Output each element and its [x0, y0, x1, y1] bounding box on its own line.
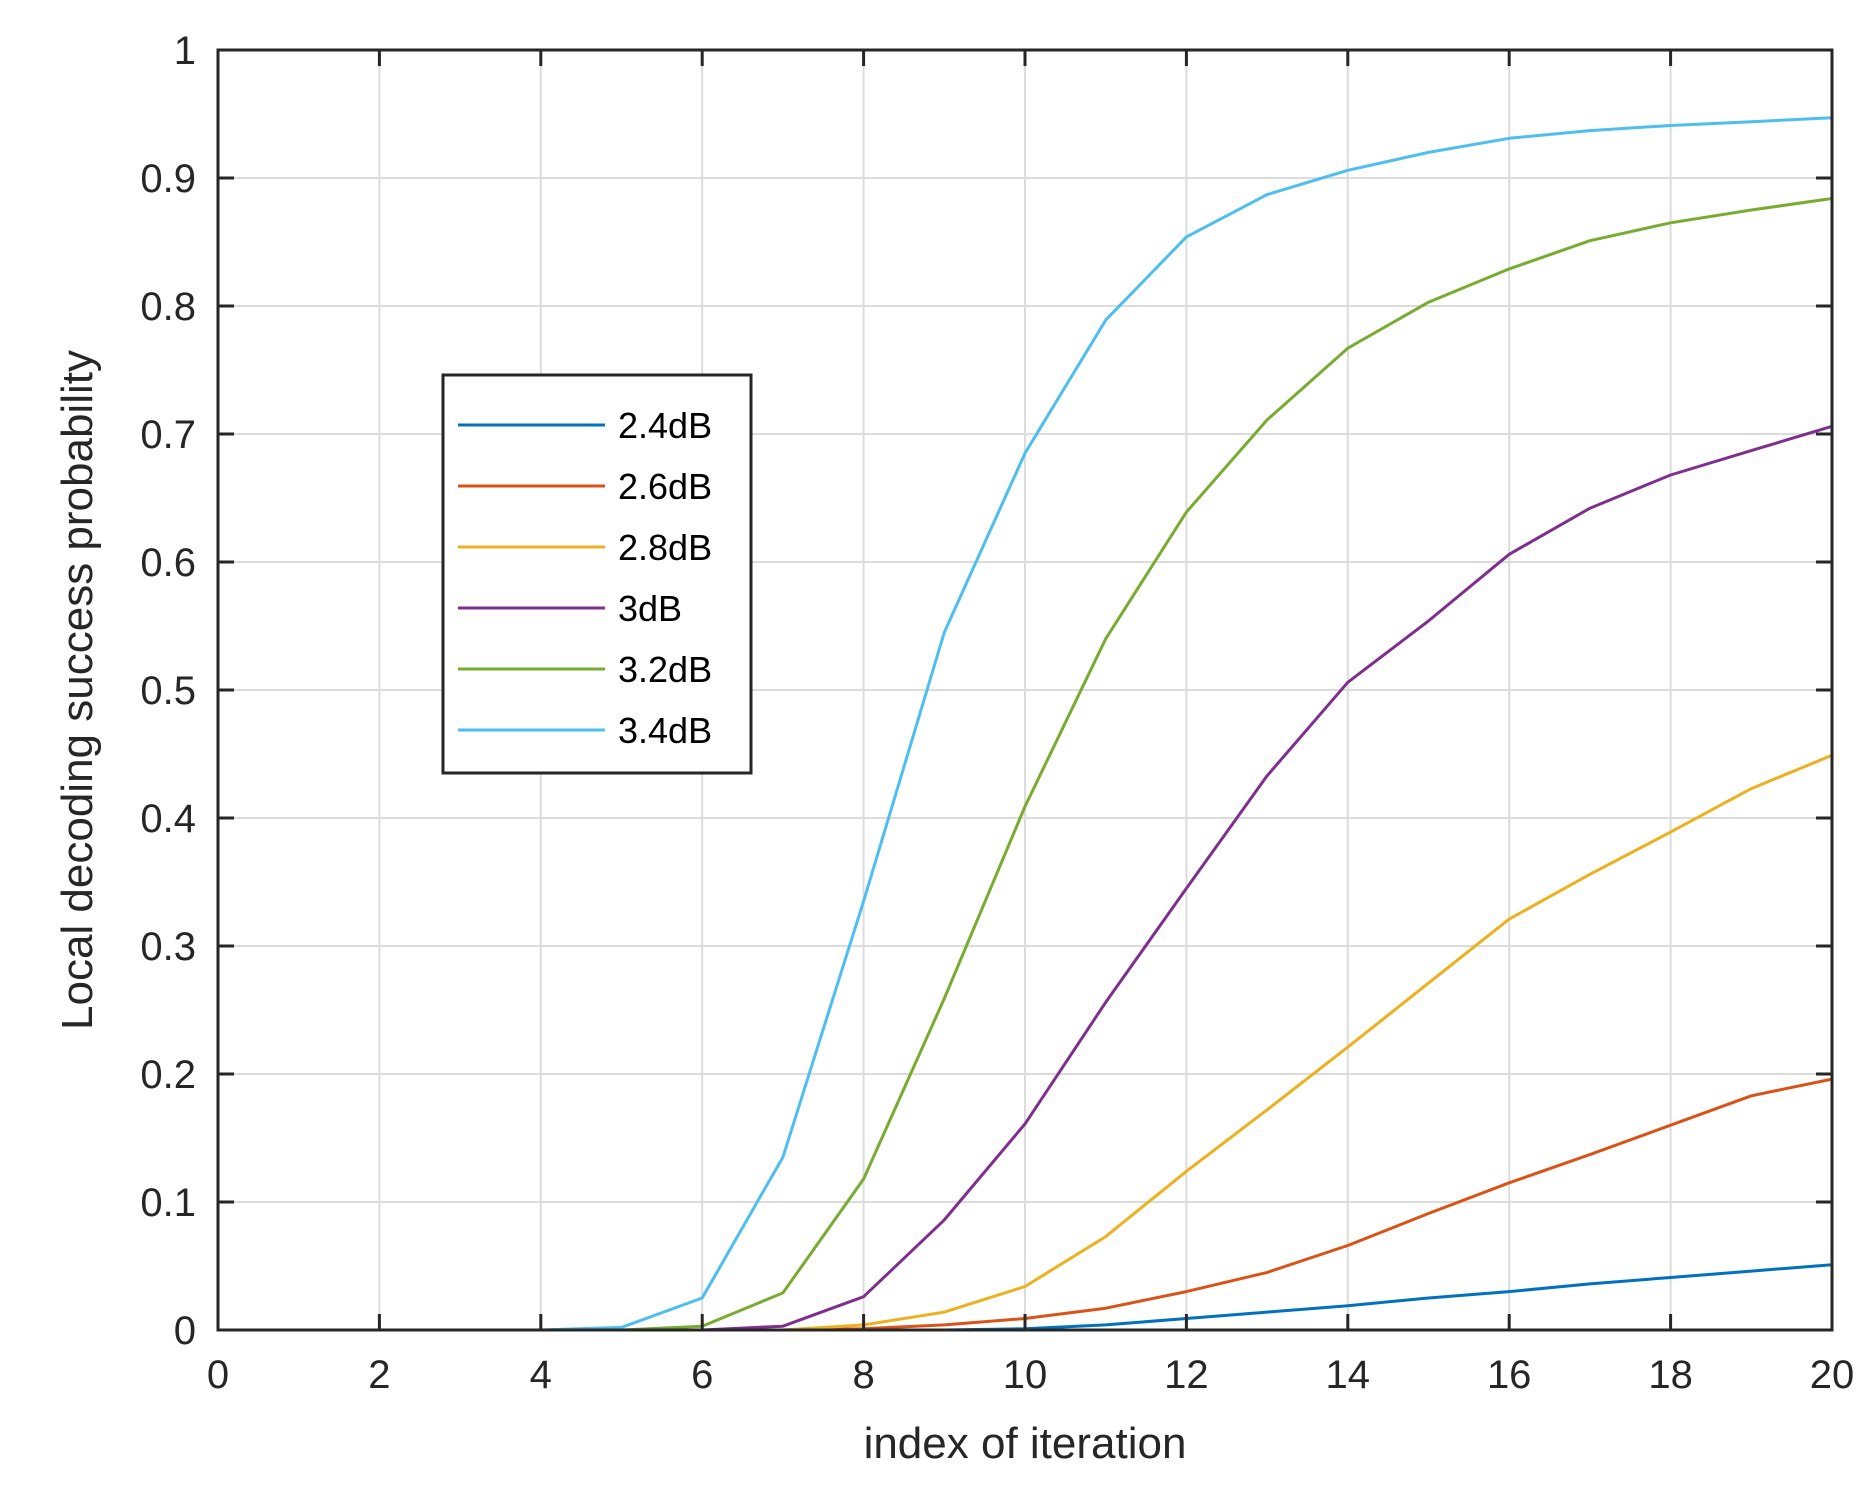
legend-box	[441, 373, 753, 775]
x-tick-label: 4	[530, 1353, 552, 1397]
y-tick-label: 0	[174, 1309, 196, 1353]
y-tick-label: 0.4	[140, 797, 196, 841]
legend-label: 3dB	[618, 588, 682, 629]
axis-ticks: 0 2 4 6 8 10 12 14 16 18 20 0 0.1 0.2 0.3 0.4 0.5 0.6 0.7 0…	[140, 29, 1854, 1397]
y-tick-label: 0.3	[140, 925, 196, 969]
x-tick-label: 8	[852, 1353, 874, 1397]
legend-label: 2.6dB	[618, 466, 712, 507]
x-tick-label: 0	[207, 1353, 229, 1397]
x-tick-label: 2	[368, 1353, 390, 1397]
x-tick-label: 16	[1487, 1353, 1532, 1397]
legend-label: 2.4dB	[618, 405, 712, 446]
y-tick-label: 0.8	[140, 285, 196, 329]
y-tick-label: 0.6	[140, 541, 196, 585]
legend-label: 3.4dB	[618, 710, 712, 751]
legend-label: 3.2dB	[618, 649, 712, 690]
y-tick-label: 1	[174, 29, 196, 73]
y-tick-label: 0.1	[140, 1181, 196, 1225]
x-tick-label: 10	[1003, 1353, 1048, 1397]
y-tick-label: 0.7	[140, 413, 196, 457]
x-tick-label: 14	[1326, 1353, 1371, 1397]
legend-label: 2.8dB	[618, 527, 712, 568]
y-tick-label: 0.9	[140, 157, 196, 201]
legend-entries: 2.4dB 2.6dB 2.8dB 3dB 3.2dB 3.4dB	[458, 405, 712, 751]
x-tick-label: 20	[1810, 1353, 1855, 1397]
legend: 2.4dB 2.6dB 2.8dB 3dB 3.2dB 3.4dB	[441, 373, 753, 775]
x-tick-label: 12	[1164, 1353, 1209, 1397]
x-tick-label: 6	[691, 1353, 713, 1397]
x-axis-title: index of iteration	[864, 1419, 1187, 1468]
x-tick-label: 18	[1648, 1353, 1693, 1397]
y-axis-title: Local decoding success probability	[53, 350, 102, 1030]
y-tick-label: 0.5	[140, 669, 196, 713]
y-tick-label: 0.2	[140, 1053, 196, 1097]
